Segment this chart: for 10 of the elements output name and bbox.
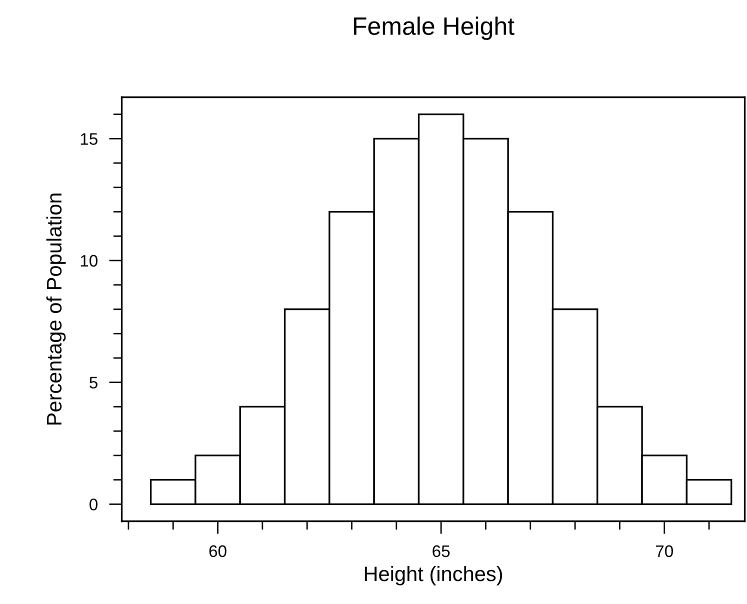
x-tick-label: 60	[209, 545, 226, 558]
y-tick-label: 0	[90, 498, 98, 510]
y-tick-label: 10	[80, 254, 98, 267]
x-tick-label: 70	[656, 545, 673, 558]
y-tick-label: 5	[90, 376, 98, 389]
chart-title: Female Height	[354, 16, 514, 40]
x-axis-title: Height (inches)	[364, 566, 502, 586]
y-axis-title: Percentage of Population	[46, 194, 66, 425]
x-tick-label: 65	[432, 545, 450, 558]
y-tick-label: 15	[80, 133, 98, 145]
